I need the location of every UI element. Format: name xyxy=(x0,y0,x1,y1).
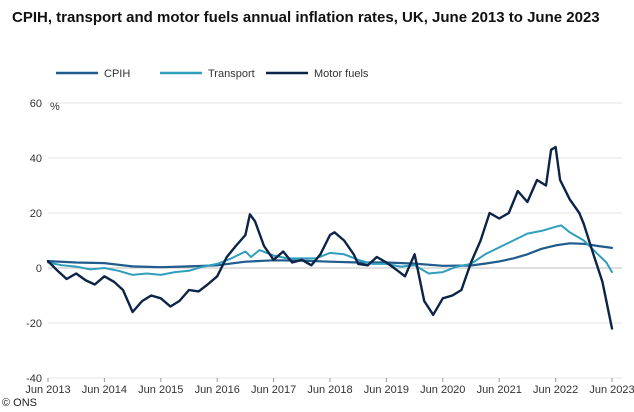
y-tick-label: 40 xyxy=(30,153,42,165)
legend-label-transport: Transport xyxy=(208,68,255,80)
x-tick-label: Jun 2020 xyxy=(420,384,465,396)
x-tick-label: Jun 2015 xyxy=(138,384,183,396)
series-lines xyxy=(46,145,614,330)
x-tick-label: Jun 2021 xyxy=(477,384,522,396)
y-tick-label: -40 xyxy=(26,373,42,385)
legend-label-cpih: CPIH xyxy=(104,68,130,80)
y-tick-label: 20 xyxy=(30,208,42,220)
series-line-cpih xyxy=(46,242,614,269)
x-tick-label: Jun 2016 xyxy=(195,384,240,396)
y-axis-unit-label: % xyxy=(50,101,60,113)
x-tick-label: Jun 2018 xyxy=(307,384,352,396)
y-tick-label: -20 xyxy=(26,318,42,330)
x-tick-label: Jun 2022 xyxy=(533,384,578,396)
x-tick-label: Jun 2013 xyxy=(25,384,70,396)
x-tick-label: Jun 2014 xyxy=(82,384,127,396)
series-line-motor-fuels xyxy=(46,145,614,330)
x-tick-label: Jun 2019 xyxy=(364,384,409,396)
series-line-transport xyxy=(47,224,613,276)
gridlines xyxy=(48,102,622,379)
x-tick-label: Jun 2017 xyxy=(251,384,296,396)
legend-label-motor-fuels: Motor fuels xyxy=(314,68,369,80)
y-tick-label: 0 xyxy=(36,263,42,275)
chart-title: CPIH, transport and motor fuels annual i… xyxy=(12,9,600,26)
x-tick-label: Jun 2023 xyxy=(589,384,634,396)
y-tick-label: 60 xyxy=(30,98,42,110)
axes: 60 40 20 0 -20 -40% Jun 2013 Jun 2014 Jun 2015 Ju… xyxy=(25,98,634,396)
legend: CPIH Transport Motor fuels xyxy=(56,68,369,80)
source-credit: © ONS xyxy=(2,397,37,409)
